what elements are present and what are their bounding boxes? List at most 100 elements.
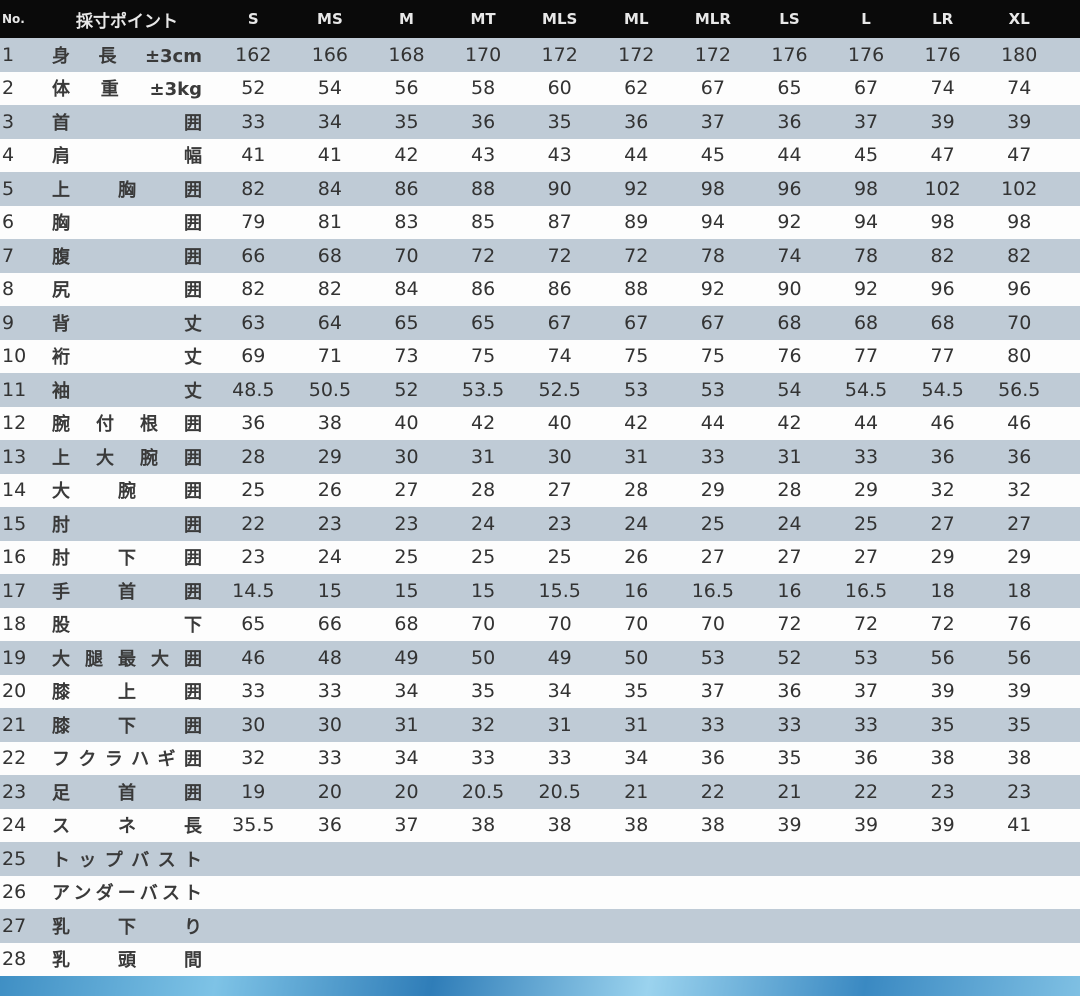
table-row: 1 身長±3cm 162 166 168 170 172 172 172 176 176 176 180	[0, 38, 1080, 72]
size-value: 15.5	[538, 579, 581, 602]
size-value: 20	[317, 780, 342, 803]
size-value: 18	[930, 579, 955, 602]
size-value: 27	[547, 479, 572, 502]
size-value: 74	[547, 345, 572, 368]
size-value: 33	[700, 445, 725, 468]
table-row: 18 股下 65 66 68 70 70 70 70 72 72 72 76	[0, 607, 1080, 641]
size-value: 76	[777, 345, 802, 368]
size-value: 29	[1007, 546, 1032, 569]
table-row: 27 乳下り	[0, 909, 1080, 943]
measurement-label: 手首囲	[52, 581, 202, 603]
size-value: 37	[700, 110, 725, 133]
size-value: 70	[624, 613, 649, 636]
table-row: 26 アンダーバスト	[0, 875, 1080, 909]
size-value: 38	[700, 814, 725, 837]
size-value: 38	[624, 814, 649, 837]
header-size: MLR	[694, 10, 731, 28]
size-value: 40	[547, 412, 572, 435]
table-row: 22 フクラハギ囲 32 33 34 33 33 34 36 35 36 38 38	[0, 741, 1080, 775]
size-value: 86	[470, 278, 496, 301]
size-value: 50	[624, 646, 649, 669]
size-value: 27	[777, 546, 802, 569]
size-value: 30	[547, 445, 572, 468]
size-value: 53.5	[461, 378, 505, 401]
size-value: 31	[470, 445, 496, 468]
table-row: 8 尻囲 82 82 84 86 86 88 92 90 92 96 96	[0, 272, 1080, 306]
size-value: 37	[700, 680, 725, 703]
size-value: 92	[853, 278, 879, 301]
size-value: 50.5	[308, 378, 352, 401]
size-value: 83	[394, 211, 419, 234]
size-value: 39	[853, 814, 879, 837]
size-value: 82	[317, 278, 342, 301]
row-number: 14	[2, 479, 27, 502]
header-size: S	[247, 10, 259, 28]
size-value: 73	[394, 345, 419, 368]
size-value: 44	[853, 412, 879, 435]
size-value: 31	[394, 713, 419, 736]
size-value: 20.5	[538, 780, 581, 803]
row-number: 28	[2, 948, 27, 971]
row-number: 8	[2, 278, 15, 301]
size-value: 15	[394, 579, 419, 602]
size-value: 23	[547, 512, 572, 535]
size-value: 33	[777, 713, 802, 736]
size-value: 52.5	[538, 378, 581, 401]
size-value: 43	[547, 144, 572, 167]
size-value: 33	[241, 110, 266, 133]
size-value: 70	[394, 244, 419, 267]
size-value: 24	[777, 512, 802, 535]
size-value: 176	[847, 43, 885, 66]
size-value: 68	[317, 244, 342, 267]
size-value: 47	[1007, 144, 1032, 167]
table-row: 11 袖丈 48.5 50.5 52 53.5 52.5 53 53 54 54.5 54.5 56.5	[0, 373, 1080, 407]
row-number: 4	[2, 144, 15, 167]
measurement-label: 上大腕囲	[52, 447, 202, 469]
size-value: 48	[317, 646, 342, 669]
row-number: 1	[2, 43, 15, 66]
size-value: 46	[241, 646, 266, 669]
size-value: 56	[1007, 646, 1032, 669]
size-value: 33	[700, 713, 725, 736]
row-number: 7	[2, 244, 15, 267]
size-value: 82	[241, 278, 266, 301]
row-number: 23	[2, 780, 27, 803]
table-row: 15 肘囲 22 23 23 24 23 24 25 24 25 27 27	[0, 507, 1080, 541]
size-value: 38	[470, 814, 496, 837]
size-value: 48.5	[232, 378, 275, 401]
size-value: 63	[241, 311, 266, 334]
size-value: 35.5	[232, 814, 275, 837]
size-value: 49	[547, 646, 572, 669]
size-value: 71	[317, 345, 342, 368]
size-value: 42	[777, 412, 802, 435]
header-size: LR	[932, 10, 954, 28]
size-value: 15	[470, 579, 496, 602]
size-value: 35	[777, 747, 802, 770]
row-number: 15	[2, 512, 27, 535]
size-value: 90	[547, 177, 572, 200]
size-value: 56	[930, 646, 955, 669]
size-value: 168	[388, 43, 425, 66]
measurement-label: 裄丈	[52, 347, 202, 369]
size-value: 24	[317, 546, 342, 569]
size-value: 75	[624, 345, 649, 368]
size-value: 34	[317, 110, 342, 133]
size-value: 28	[777, 479, 802, 502]
measurement-label: 尻囲	[52, 280, 202, 302]
size-value: 26	[624, 546, 649, 569]
measurement-label: 腕付根囲	[52, 414, 202, 436]
size-value: 23	[1007, 780, 1032, 803]
size-value: 67	[547, 311, 572, 334]
table-row: 24 スネ長 35.5 36 37 38 38 38 38 39 39 39 41	[0, 808, 1080, 842]
size-value: 39	[930, 680, 955, 703]
size-value: 27	[853, 546, 879, 569]
size-value: 34	[394, 747, 419, 770]
size-value: 36	[700, 747, 725, 770]
table-row: 12 腕付根囲 36 38 40 42 40 42 44 42 44 46 46	[0, 406, 1080, 440]
row-number: 12	[2, 412, 27, 435]
measurement-label: 胸囲	[52, 213, 202, 235]
size-value: 32	[241, 747, 266, 770]
size-value: 21	[777, 780, 802, 803]
size-value: 27	[930, 512, 955, 535]
size-value: 72	[547, 244, 572, 267]
